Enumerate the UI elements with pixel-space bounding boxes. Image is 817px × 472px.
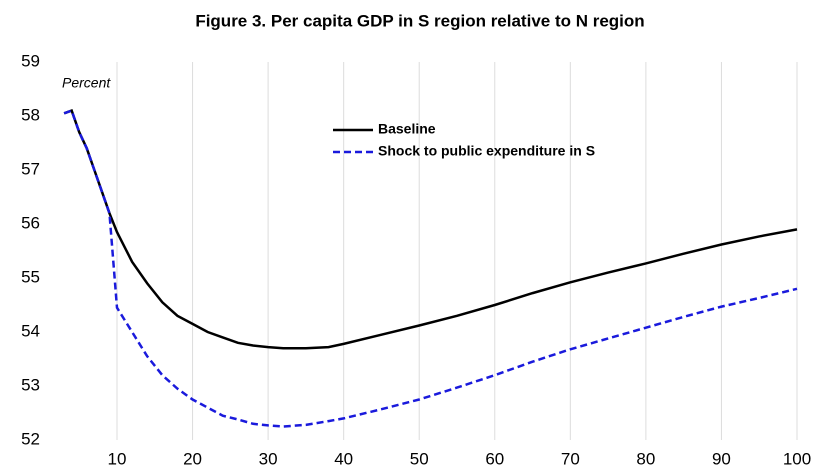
chart-title: Figure 3. Per capita GDP in S region rel… <box>195 11 644 30</box>
y-tick-label: 52 <box>21 429 40 448</box>
y-tick-label: 57 <box>21 159 40 178</box>
x-tick-label: 90 <box>712 449 731 468</box>
x-tick-label: 70 <box>561 449 580 468</box>
x-tick-label: 30 <box>259 449 278 468</box>
x-tick-label: 60 <box>485 449 504 468</box>
x-tick-label: 10 <box>108 449 127 468</box>
y-tick-label: 58 <box>21 105 40 124</box>
x-tick-label: 20 <box>183 449 202 468</box>
x-tick-label: 40 <box>334 449 353 468</box>
y-tick-label: 54 <box>21 321 40 340</box>
series-line <box>63 108 798 428</box>
legend-label: Shock to public expenditure in S <box>378 143 595 159</box>
y-tick-label: 53 <box>21 375 40 394</box>
x-tick-label: 100 <box>783 449 811 468</box>
legend-label: Baseline <box>378 121 436 137</box>
y-axis-label: Percent <box>62 75 111 91</box>
x-tick-label: 80 <box>636 449 655 468</box>
y-tick-label: 59 <box>21 51 40 70</box>
y-tick-label: 55 <box>21 267 40 286</box>
x-tick-label: 50 <box>410 449 429 468</box>
y-tick-label: 56 <box>21 213 40 232</box>
